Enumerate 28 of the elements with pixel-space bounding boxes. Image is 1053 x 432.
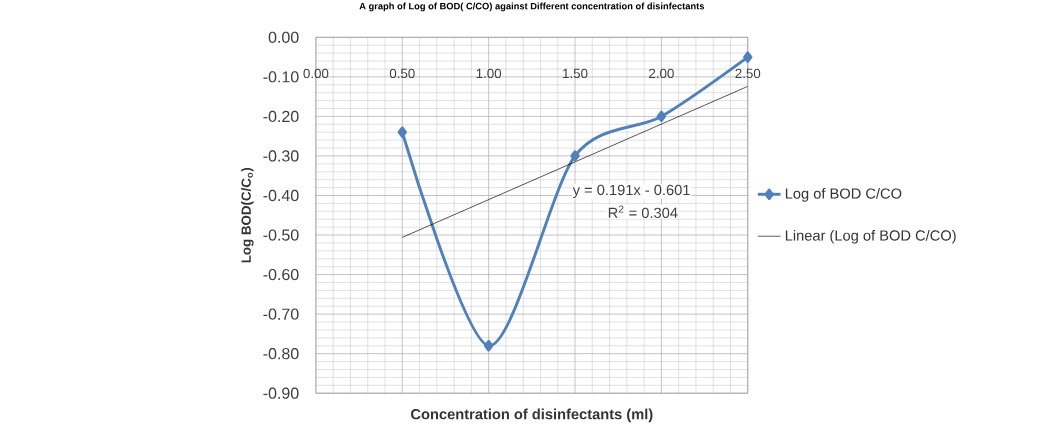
annotation: y = 0.191x - 0.601	[572, 184, 690, 199]
y-tick-label: -0.60	[263, 268, 299, 281]
y-tick-label: -0.30	[263, 150, 299, 162]
point	[743, 51, 753, 63]
y-tick-label: -0.70	[263, 308, 299, 320]
y-tick-label: -0.20	[263, 110, 299, 123]
y-tick-label: -0.40	[263, 189, 299, 202]
legend-label: Log of BOD C/CO	[785, 188, 902, 202]
y-tick-label: -0.10	[263, 71, 299, 83]
x-axis-title: Concentration of disinfectants (ml)	[411, 408, 653, 423]
y-tick-label: -0.50	[263, 229, 299, 241]
y-tick-label: -0.90	[263, 387, 299, 399]
x-tick-label: 0.50	[389, 68, 415, 79]
chart-title: A graph of Log of BOD( C/CO) against Different concentration of disinfectants	[359, 2, 705, 12]
point	[483, 340, 494, 352]
y-axis-title: Log BOD(C/C$_{o}$)	[241, 168, 254, 263]
y-tick-label: 0.00	[268, 31, 299, 44]
x-tick-label: 0.00	[303, 68, 329, 79]
x-tick-label: 2.00	[649, 68, 674, 79]
point	[570, 150, 580, 162]
annotation: R$^{2}$ = 0.304	[608, 205, 678, 219]
x-tick-label: 1.50	[563, 68, 588, 79]
legend-label: Linear (Log of BOD C/CO)	[785, 229, 956, 244]
point	[397, 126, 407, 139]
y-tick-label: -0.80	[263, 348, 299, 360]
x-tick-label: 1.00	[476, 68, 502, 79]
point	[656, 110, 667, 123]
x-tick-label: 2.50	[735, 68, 761, 79]
